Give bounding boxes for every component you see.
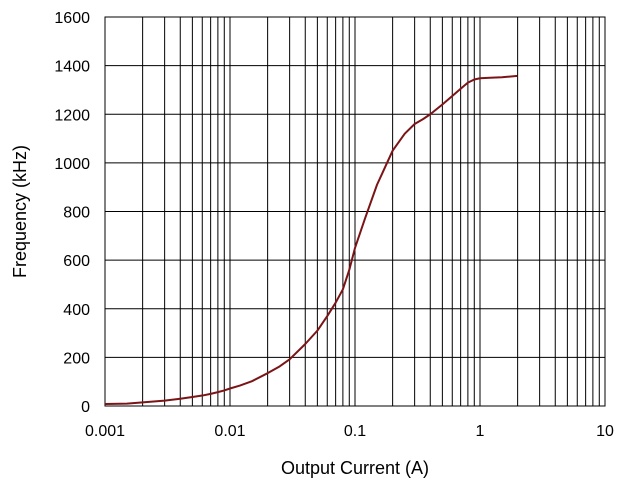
y-tick-label: 1200 <box>54 107 90 124</box>
y-tick-labels: 0 200 400 600 800 1000 1200 1400 1600 <box>54 10 90 416</box>
plot-frame <box>104 16 606 407</box>
y-tick-label: 200 <box>63 350 90 367</box>
y-tick-label: 0 <box>81 399 90 416</box>
series-line <box>104 74 518 406</box>
x-tick-labels: 0.001 0.01 0.1 1 10 <box>85 423 614 440</box>
x-tick-label: 0.01 <box>214 423 245 440</box>
y-tick-label: 1000 <box>54 156 90 173</box>
y-axis-title: Frequency (kHz) <box>10 145 30 278</box>
y-tick-label: 1400 <box>54 59 90 76</box>
x-tick-label: 10 <box>596 423 614 440</box>
x-tick-label: 0.001 <box>85 423 125 440</box>
y-tick-label: 600 <box>63 253 90 270</box>
y-tick-label: 1600 <box>54 10 90 27</box>
y-tick-label: 800 <box>63 205 90 222</box>
x-tick-label: 1 <box>476 423 485 440</box>
grid <box>104 16 606 407</box>
x-tick-label: 0.1 <box>344 423 366 440</box>
y-tick-label: 400 <box>63 302 90 319</box>
series-layer <box>104 74 518 406</box>
x-axis-title: Output Current (A) <box>281 458 429 478</box>
